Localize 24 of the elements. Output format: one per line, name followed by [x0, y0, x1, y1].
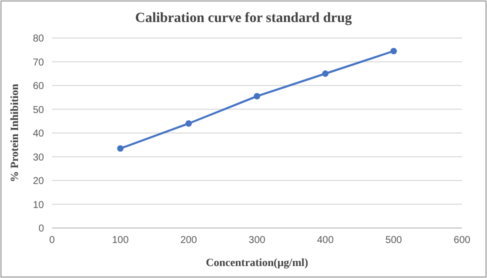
y-tick-label: 40 — [32, 128, 44, 140]
point — [322, 70, 329, 77]
y-tick-label: 10 — [32, 200, 44, 211]
x-tick-label: 500 — [385, 235, 402, 246]
y-tick-label: 0 — [38, 224, 44, 234]
chart-title: Calibration curve for standard drug — [135, 11, 352, 26]
x-tick-label: 300 — [248, 235, 266, 246]
point — [390, 48, 397, 54]
x-tick-label: 600 — [454, 235, 471, 246]
point — [254, 92, 260, 100]
x-tick-label: 100 — [112, 235, 130, 246]
point — [185, 120, 192, 127]
y-tick-label: 20 — [32, 176, 44, 187]
x-tick-label: 0 — [49, 235, 56, 246]
x-tick-label: 200 — [180, 235, 198, 246]
x-tick-label: 400 — [316, 235, 334, 246]
y-axis-title: % Protein Inhibition — [9, 84, 21, 182]
x-axis-title: Concentration(µg/ml) — [206, 257, 308, 269]
y-tick-label: 30 — [32, 152, 44, 164]
y-tick-label: 50 — [32, 104, 44, 116]
y-tick-label: 80 — [32, 34, 44, 44]
y-tick-label: 70 — [32, 57, 44, 68]
y-tick-label: 60 — [32, 81, 44, 92]
point — [117, 145, 124, 152]
